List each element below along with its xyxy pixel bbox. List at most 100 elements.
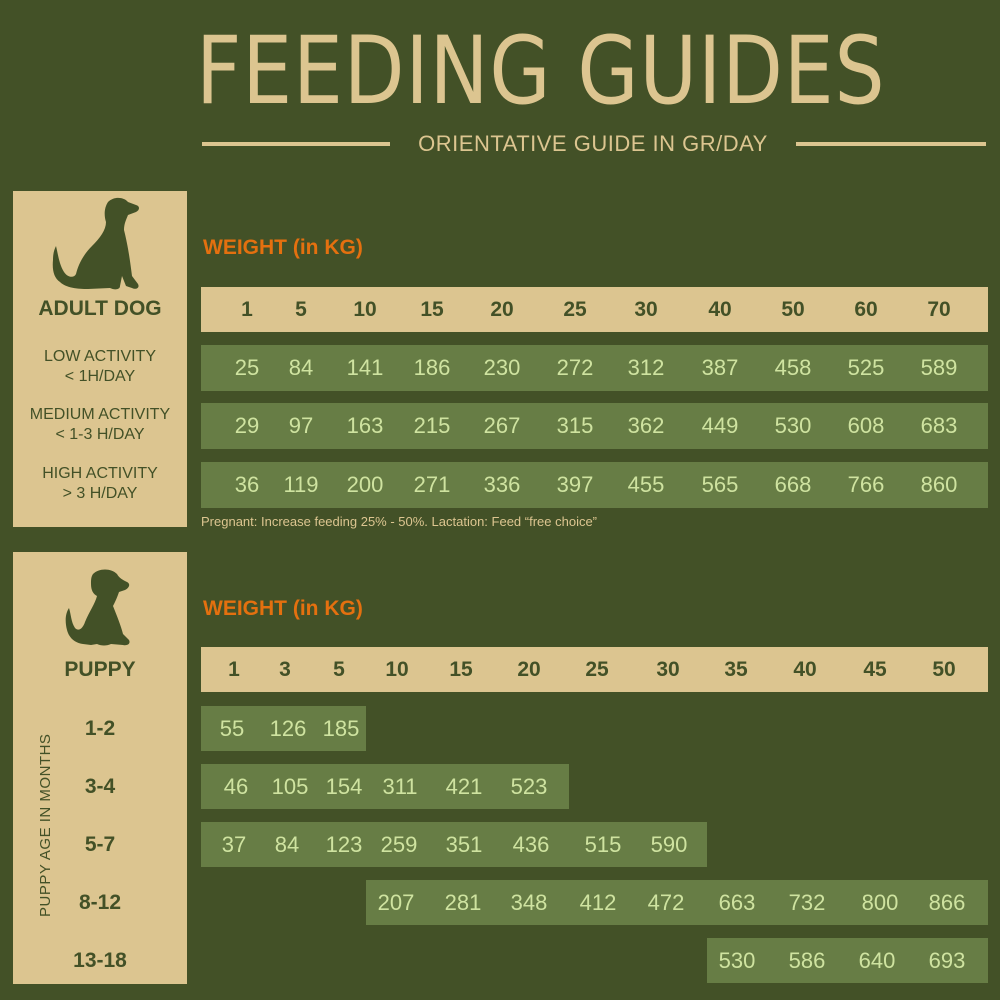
value-cell: 105 (271, 773, 309, 799)
weight-header-cell: 30 (634, 297, 658, 321)
subtitle-rule-left (202, 142, 390, 146)
puppy-row-3-4: 46 105 154 311 421 523 (201, 764, 569, 809)
value-cell: 589 (920, 355, 958, 380)
value-cell: 449 (701, 413, 739, 438)
value-cell: 259 (380, 831, 418, 857)
age-label-1-2: 1-2 (84, 717, 116, 740)
value-cell: 230 (483, 355, 521, 380)
puppy-row-8-12: 207 281 348 412 472 663 732 800 866 (366, 880, 988, 925)
puppy-row-5-7: 37 84 123 259 351 436 515 590 (201, 822, 707, 867)
value-cell: 351 (445, 831, 483, 857)
weight-header-cell: 15 (449, 657, 473, 681)
puppy-icon (65, 569, 130, 646)
weight-header-cell: 50 (932, 657, 956, 681)
value-cell: 421 (445, 773, 483, 799)
value-cell: 84 (288, 355, 314, 380)
weight-header-cell: 1 (228, 657, 240, 681)
weight-header-cell: 50 (781, 297, 805, 321)
value-cell: 525 (847, 355, 885, 380)
value-cell: 163 (346, 413, 384, 438)
value-cell: 590 (650, 831, 688, 857)
value-cell: 523 (510, 773, 548, 799)
value-cell: 336 (483, 472, 521, 497)
subtitle: ORIENTATIVE GUIDE IN GR/DAY (418, 131, 768, 156)
puppy-panel: PUPPY PUPPY AGE IN MONTHS 1-2 3-4 5-7 8-… (13, 552, 187, 984)
adult-weight-heading: WEIGHT (in KG) (203, 236, 363, 259)
weight-header-cell: 30 (656, 657, 680, 681)
value-cell: 272 (556, 355, 594, 380)
value-cell: 455 (627, 472, 665, 497)
value-cell: 668 (774, 472, 812, 497)
subtitle-rule-right (796, 142, 986, 146)
value-cell: 693 (928, 947, 966, 973)
pregnancy-lactation-note: Pregnant: Increase feeding 25% - 50%. La… (201, 514, 598, 529)
value-cell: 348 (510, 889, 548, 915)
weight-header-cell: 35 (724, 657, 748, 681)
page-title: FEEDING GUIDES (196, 17, 886, 126)
weight-header-cell: 60 (854, 297, 878, 321)
value-cell: 397 (556, 472, 594, 497)
value-cell: 311 (382, 773, 418, 799)
weight-header-cell: 70 (927, 297, 951, 321)
weight-header-cell: 1 (241, 297, 253, 321)
value-cell: 387 (701, 355, 739, 380)
puppy-row-13-18: 530 586 640 693 (707, 938, 988, 983)
activity-label-low: LOW ACTIVITY < 1H/DAY (13, 347, 187, 387)
value-cell: 732 (788, 889, 826, 915)
value-cell: 608 (847, 413, 885, 438)
age-label-8-12: 8-12 (78, 891, 122, 914)
adult-dog-icon (52, 197, 139, 290)
activity-duration: > 3 H/DAY (62, 485, 138, 502)
value-cell: 215 (413, 413, 451, 438)
value-cell: 436 (512, 831, 550, 857)
activity-name: HIGH ACTIVITY (42, 465, 158, 482)
value-cell: 207 (377, 889, 415, 915)
value-cell: 515 (584, 831, 622, 857)
value-cell: 55 (219, 715, 245, 741)
puppy-weight-heading: WEIGHT (in KG) (203, 597, 363, 620)
value-cell: 530 (774, 413, 812, 438)
value-cell: 123 (325, 831, 363, 857)
value-cell: 315 (556, 413, 594, 438)
age-label-5-7: 5-7 (84, 833, 116, 856)
value-cell: 586 (788, 947, 826, 973)
value-cell: 866 (928, 889, 966, 915)
value-cell: 412 (579, 889, 617, 915)
weight-header-cell: 20 (517, 657, 541, 681)
puppy-label: PUPPY (64, 658, 136, 681)
value-cell: 154 (325, 773, 363, 799)
weight-header-cell: 10 (385, 657, 409, 681)
value-cell: 84 (274, 831, 300, 857)
value-cell: 185 (322, 715, 360, 741)
weight-header-cell: 45 (863, 657, 887, 681)
adult-weight-header-row: 1 5 10 15 20 25 30 40 50 60 70 (201, 287, 988, 332)
age-label-3-4: 3-4 (84, 775, 116, 798)
weight-header-cell: 20 (490, 297, 514, 321)
value-cell: 640 (858, 947, 896, 973)
value-cell: 530 (718, 947, 756, 973)
value-cell: 126 (269, 715, 307, 741)
puppy-weight-header-row: 1 3 5 10 15 20 25 30 35 40 45 50 (201, 647, 988, 692)
weight-header-cell: 25 (563, 297, 587, 321)
activity-duration: < 1-3 H/DAY (55, 426, 145, 443)
value-cell: 141 (346, 355, 384, 380)
weight-header-cell: 25 (585, 657, 609, 681)
value-cell: 37 (221, 831, 247, 857)
value-cell: 800 (861, 889, 899, 915)
value-cell: 25 (234, 355, 260, 380)
weight-header-cell: 5 (333, 657, 345, 681)
weight-header-cell: 5 (295, 297, 307, 321)
value-cell: 565 (701, 472, 739, 497)
value-cell: 663 (718, 889, 756, 915)
value-cell: 472 (647, 889, 685, 915)
weight-header-cell: 40 (708, 297, 732, 321)
age-label-13-18: 13-18 (73, 949, 127, 972)
value-cell: 46 (223, 773, 249, 799)
value-cell: 119 (283, 472, 319, 497)
value-cell: 29 (234, 413, 260, 438)
value-cell: 267 (483, 413, 521, 438)
value-cell: 200 (346, 472, 384, 497)
activity-duration: < 1H/DAY (64, 368, 136, 385)
weight-header-cell: 10 (353, 297, 377, 321)
value-cell: 362 (627, 413, 665, 438)
